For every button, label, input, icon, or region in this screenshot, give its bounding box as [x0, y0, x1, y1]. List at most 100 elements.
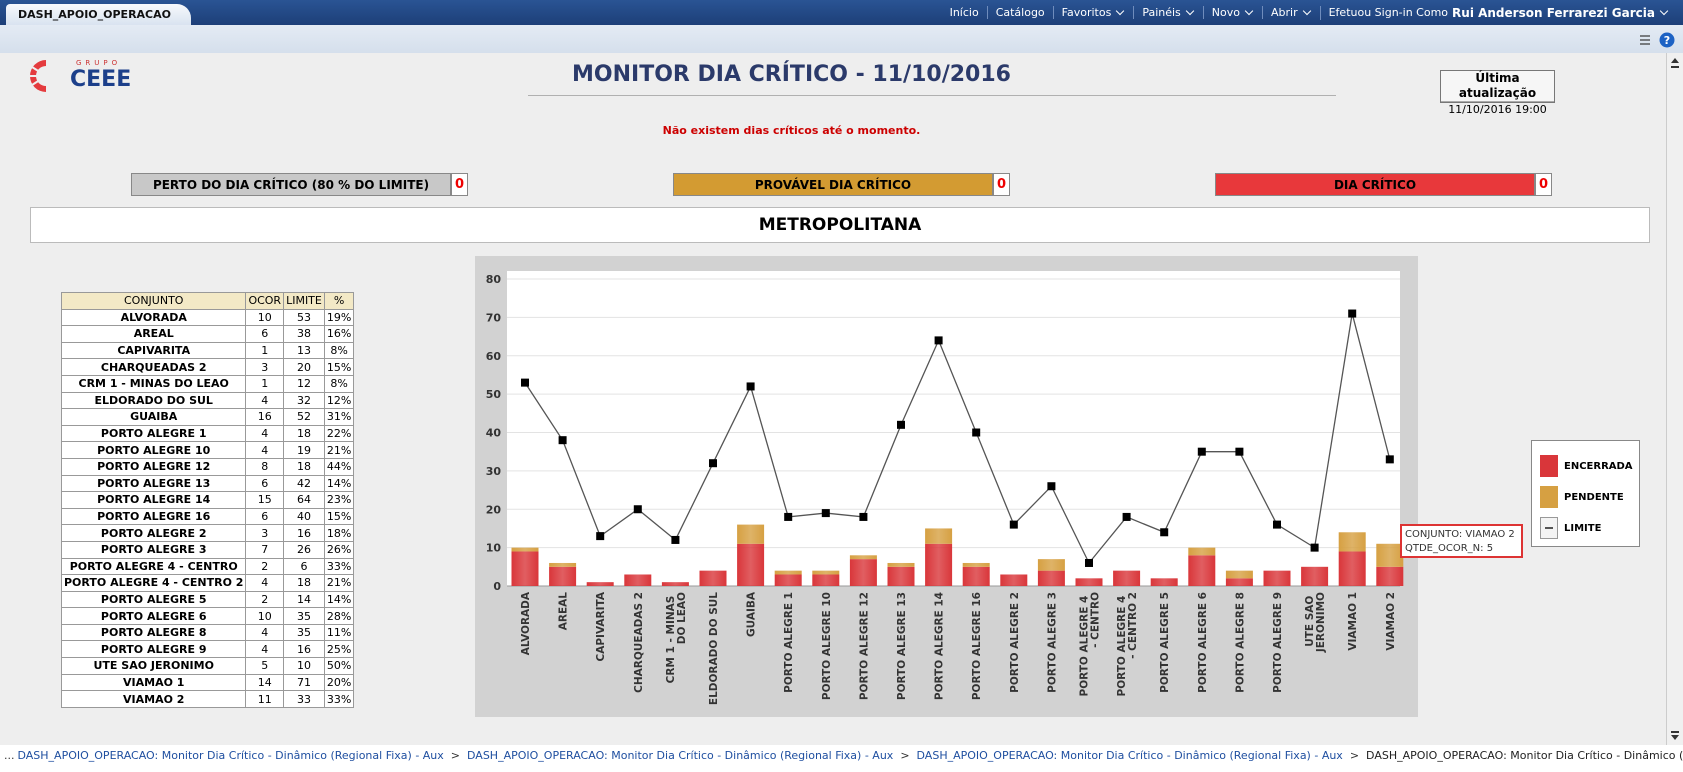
cell: 20: [283, 358, 325, 376]
indicator-value: 0: [1535, 173, 1552, 196]
bar-segment: [1037, 570, 1065, 586]
indicator-label: PROVÁVEL DIA CRÍTICO: [673, 173, 993, 196]
menu-item[interactable]: Início: [942, 6, 987, 19]
cell: 11%: [323, 623, 355, 642]
cell: 42: [283, 474, 325, 493]
breadcrumb-link[interactable]: DASH_APOIO_OPERACAO: Monitor Dia Crítico…: [916, 749, 1343, 762]
cell: 6: [245, 474, 285, 493]
data-table: CONJUNTO OCOR LIMITE% ALVORADA 10 53 19% AREAL 6…: [60, 292, 355, 708]
svg-text:?: ?: [1664, 34, 1670, 47]
cell: 3: [245, 358, 285, 376]
header-cell: OCOR: [245, 292, 285, 310]
menu-item[interactable]: Painéis: [1133, 6, 1202, 19]
cell: 8%: [323, 374, 355, 393]
table-row: PORTO ALEGRE 9 4 16 25%: [60, 640, 355, 659]
x-tick-label: PORTO ALEGRE 10: [821, 592, 833, 700]
cell: 7: [245, 540, 285, 559]
limit-line: [524, 313, 1391, 565]
logo-small: GRUPO: [76, 59, 121, 67]
table-row: VIAMAO 1 14 71 20%: [60, 673, 355, 692]
chevron: [1185, 6, 1195, 16]
breadcrumb-link[interactable]: DASH_APOIO_OPERACAO: Monitor Dia Crítico…: [467, 749, 894, 762]
menu-label: Início: [949, 6, 979, 19]
cell: 35: [283, 623, 325, 642]
cell: 1: [245, 374, 285, 393]
menu-item[interactable]: Abrir: [1262, 6, 1320, 19]
user-name[interactable]: Rui Anderson Ferrarezi Garcia: [1452, 5, 1655, 20]
breadcrumb: ... DASH_APOIO_OPERACAO: Monitor Dia Crít…: [0, 745, 1683, 772]
indicator-label: DIA CRÍTICO: [1215, 173, 1535, 196]
table-row: PORTO ALEGRE 12 8 18 44%: [60, 457, 355, 476]
name-cell: PORTO ALEGRE 16: [60, 507, 247, 526]
cell: 52: [283, 408, 325, 426]
cell: 40: [283, 507, 325, 526]
x-tick-label: GUAIBA: [746, 591, 758, 637]
cell: 15%: [323, 358, 355, 376]
cell: 23%: [323, 491, 355, 509]
breadcrumb-separator: >: [900, 749, 910, 762]
cell: 50%: [323, 657, 355, 675]
name-cell: CRM 1 - MINAS DO LEAO: [60, 374, 247, 393]
limit-marker: [1160, 528, 1169, 537]
limit-marker: [746, 382, 755, 391]
table-row: PORTO ALEGRE 2 3 16 18%: [60, 524, 355, 542]
cell: 12%: [323, 391, 355, 410]
top-bar: DASH_APOIO_OPERACAO Início Catálogo Favori…: [0, 0, 1683, 25]
x-tick-label: VIAMAO 1: [1347, 592, 1359, 651]
name-cell: PORTO ALEGRE 3: [60, 540, 247, 559]
name-cell: GUAIBA: [60, 408, 247, 426]
bar-segment: [849, 559, 877, 586]
name-cell: PORTO ALEGRE 8: [60, 623, 247, 642]
legend-swatch: [1540, 455, 1558, 477]
scrollbar[interactable]: [1666, 53, 1683, 745]
name-cell: PORTO ALEGRE 14: [60, 491, 247, 509]
menu-label: Painéis: [1142, 6, 1181, 19]
name-cell: ELDORADO DO SUL: [60, 391, 247, 410]
limit-marker: [1197, 447, 1206, 456]
message: Não existem dias críticos até o momento.: [662, 124, 921, 137]
menu-item[interactable]: Favoritos: [1052, 6, 1134, 19]
x-tick-label: PORTO ALEGRE 4 - CENTRO 2: [1116, 592, 1139, 696]
bar-segment: [887, 562, 915, 567]
signed-in: Efetuou Sign-in Como Rui Anderson Ferrare…: [1319, 5, 1677, 20]
chart: 0 10 20 30 40 50 60 70 80 ALVORADA AREAL CAPIVARITA…: [475, 256, 1418, 717]
limit-marker: [897, 420, 905, 429]
limit-marker: [521, 378, 529, 387]
breadcrumb-link[interactable]: DASH_APOIO_OPERACAO: Monitor Dia Crítico…: [17, 749, 444, 762]
cell: 4: [245, 391, 285, 410]
tab[interactable]: DASH_APOIO_OPERACAO: [6, 4, 191, 25]
x-tick-label: CHARQUEADAS 2: [633, 592, 645, 693]
cell: 4: [245, 623, 285, 642]
cell: 16%: [323, 325, 355, 343]
table-row: PORTO ALEGRE 13 6 42 14%: [60, 474, 355, 493]
name-cell: VIAMAO 2: [60, 690, 247, 708]
cell: 16: [283, 640, 325, 659]
x-tick-label: PORTO ALEGRE 8: [1234, 592, 1246, 693]
menu-item[interactable]: Catálogo: [986, 6, 1053, 19]
cell: 16: [283, 524, 325, 542]
bar-segment: [812, 570, 840, 575]
cell: 44%: [323, 457, 355, 476]
name-cell: PORTO ALEGRE 4 - CENTRO 2: [60, 574, 247, 592]
x-tick-label: PORTO ALEGRE 13: [896, 592, 908, 700]
menu-label: Novo: [1211, 6, 1240, 19]
legend-label: PENDENTE: [1564, 491, 1624, 503]
update-label: Última atualização: [1441, 71, 1554, 102]
menu-item[interactable]: Novo: [1202, 6, 1262, 19]
x-tick-label: PORTO ALEGRE 1: [783, 592, 795, 693]
toolbar-icons[interactable]: ?: [1638, 32, 1678, 50]
cell: 18: [283, 574, 325, 592]
table-row: ALVORADA 10 53 19%: [60, 308, 355, 327]
cell: 26%: [323, 540, 355, 559]
x-tick-label: AREAL: [558, 592, 570, 631]
x-tick-label: ELDORADO DO SUL: [708, 592, 720, 705]
limit-marker: [859, 512, 868, 521]
indicator: PROVÁVEL DIA CRÍTICO 0: [673, 173, 1010, 196]
bar-segment: [1150, 578, 1178, 586]
cell: 33: [283, 690, 325, 708]
bar-segment: [1263, 570, 1291, 586]
x-tick-label: PORTO ALEGRE 2: [1009, 592, 1021, 693]
indicator: PERTO DO DIA CRÍTICO (80 % DO LIMITE) 0: [131, 173, 468, 196]
y-tick-label: 10: [486, 542, 502, 555]
name-cell: PORTO ALEGRE 2: [60, 524, 247, 542]
